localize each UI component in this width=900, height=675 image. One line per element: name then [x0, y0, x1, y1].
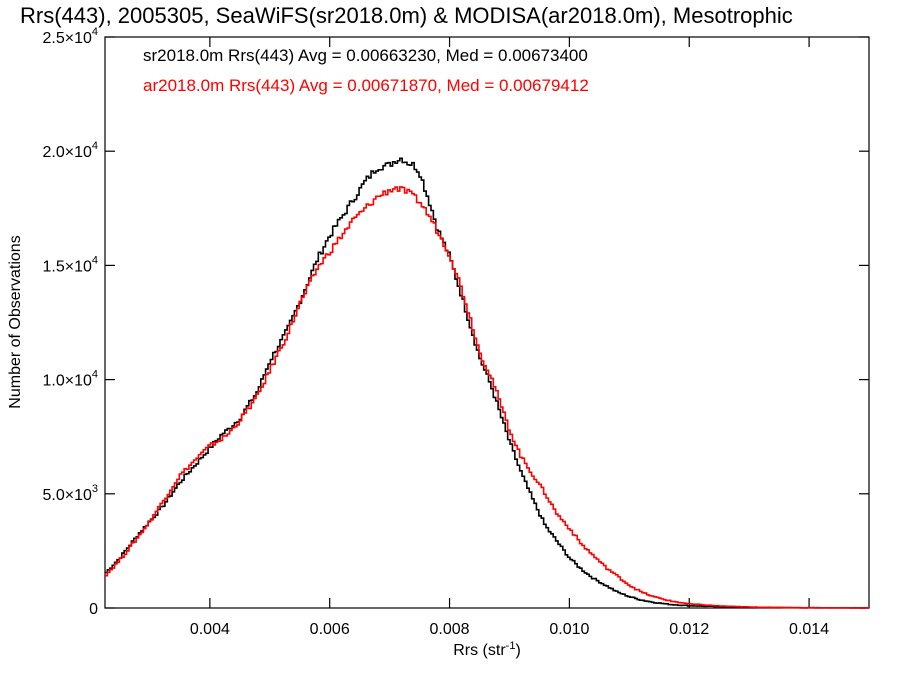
y-tick-mantissa: 2.5×10: [42, 30, 91, 47]
x-axis-label-main: Rrs (str: [453, 642, 506, 659]
plot-frame: [104, 36, 870, 609]
y-tick-label: 1.5×104: [42, 254, 98, 275]
series-line-modisa: [105, 186, 869, 609]
legend: sr2018.0m Rrs(443) Avg = 0.00663230, Med…: [143, 46, 589, 95]
legend-entry-modisa: ar2018.0m Rrs(443) Avg = 0.00671870, Med…: [143, 76, 589, 95]
y-tick-label: 0: [89, 601, 98, 618]
y-tick-label: 1.0×104: [42, 369, 98, 390]
legend-entry-seawifs: sr2018.0m Rrs(443) Avg = 0.00663230, Med…: [143, 46, 588, 65]
y-tick-exponent: 4: [92, 369, 98, 381]
series-layer: [105, 157, 869, 609]
y-axis-label: Number of Observations: [7, 235, 24, 408]
y-tick-exponent: 4: [92, 140, 98, 152]
x-tick-label: 0.010: [549, 621, 589, 638]
y-tick-exponent: 4: [92, 254, 98, 266]
x-tick-label: 0.014: [789, 621, 829, 638]
y-tick-exponent: 3: [92, 483, 98, 495]
y-tick-exponent: 4: [92, 26, 98, 38]
y-tick-mantissa: 0: [89, 601, 98, 618]
y-tick-label: 2.0×104: [42, 140, 98, 161]
y-tick-mantissa: 2.0×10: [42, 144, 91, 161]
x-tick-label: 0.012: [669, 621, 709, 638]
x-axis-label-close: ): [515, 642, 520, 659]
x-tick-label: 0.008: [430, 621, 470, 638]
series-line-seawifs: [105, 157, 869, 609]
x-tick-label: 0.004: [190, 621, 230, 638]
y-tick-mantissa: 5.0×10: [42, 487, 91, 504]
x-axis-label-superscript: -1: [506, 640, 516, 652]
x-tick-label: 0.006: [310, 621, 350, 638]
y-tick-label: 2.5×104: [42, 26, 98, 47]
x-axis-ticks: 0.004 0.006 0.008 0.010 0.012 0.014: [190, 37, 829, 638]
chart-title: Rrs(443), 2005305, SeaWiFS(sr2018.0m) & …: [20, 3, 793, 28]
y-tick-mantissa: 1.5×10: [42, 258, 91, 275]
x-axis-label: Rrs (str-1): [453, 640, 521, 659]
y-tick-label: 5.0×103: [42, 483, 98, 504]
y-tick-mantissa: 1.0×10: [42, 373, 91, 390]
